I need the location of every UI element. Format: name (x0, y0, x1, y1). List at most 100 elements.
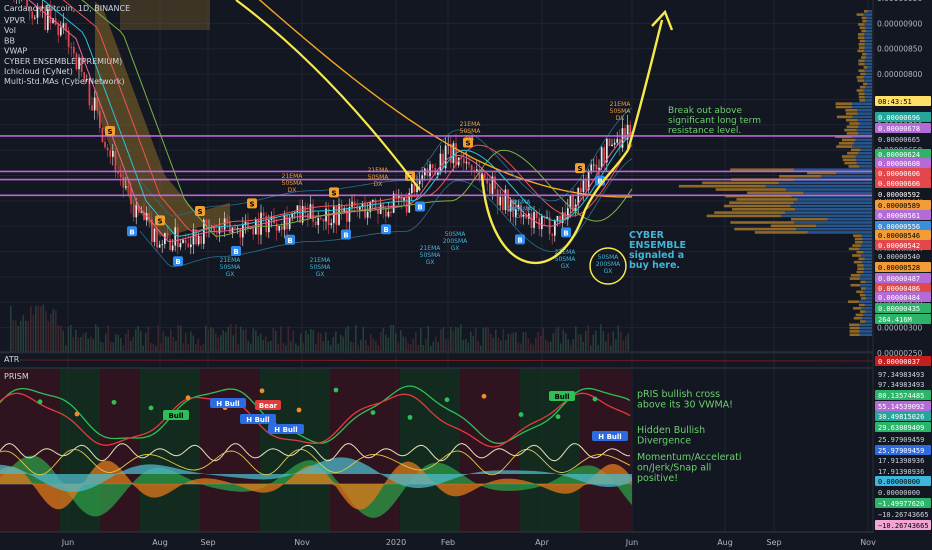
ma-cross-label: 50SMA (420, 252, 442, 259)
vp-bar-orange (754, 231, 808, 234)
price-badge-text: 0.00000546 (878, 232, 920, 240)
prism-badge-text: 30.49815026 (878, 413, 924, 421)
candle-body (340, 204, 343, 213)
volume-bar (32, 315, 35, 352)
ma-cross-label: 50SMA (368, 174, 390, 181)
volume-bar (152, 343, 155, 352)
volume-bar (12, 319, 15, 352)
vp-bar-blue (863, 290, 872, 294)
volume-bar (467, 342, 470, 352)
candle-body (619, 138, 621, 148)
volume-bar (305, 330, 307, 352)
candle-body (106, 147, 109, 151)
candle-body (28, 6, 31, 12)
vp-bar-orange (853, 260, 862, 264)
candle-body (403, 197, 405, 201)
volume-bar (120, 338, 122, 352)
volume-bar (327, 340, 330, 352)
vp-bar-blue (794, 168, 872, 171)
vp-bar-blue (867, 82, 872, 86)
prism-badge (875, 476, 931, 486)
vp-bar-orange (863, 66, 868, 69)
vp-bar-orange (845, 112, 858, 115)
volume-bar (625, 336, 627, 352)
prism-badge-text: 0.00000000 (878, 478, 920, 486)
volume-bar (122, 345, 125, 352)
prism-pane: Bull H Bull Bear H Bull H Bull Bull H Bull (0, 368, 632, 532)
vp-bar-blue (859, 326, 872, 330)
candle-body (192, 229, 195, 245)
candle-body (91, 105, 93, 111)
candle-body (439, 153, 442, 173)
candle-body (411, 184, 413, 194)
prism-dot (481, 393, 487, 399)
prism-tag (255, 400, 281, 410)
candle-body (148, 213, 151, 219)
price-badge-text: 0.00000556 (878, 223, 920, 231)
volume-bar (42, 304, 45, 352)
candle-body (67, 30, 70, 48)
candle-body (327, 208, 330, 226)
date-axis-background (0, 533, 932, 550)
candle-body (338, 204, 340, 225)
volume-bar (397, 342, 400, 352)
prism-badge (875, 466, 931, 476)
candle-body (80, 57, 83, 73)
ma-cross-label: 50SMA (555, 256, 577, 263)
volume-bar (257, 336, 260, 352)
vp-bar-blue (864, 62, 872, 66)
price-badge (875, 283, 931, 293)
prism-tag (549, 391, 575, 401)
date-tick: Apr (535, 538, 550, 547)
vp-bar-orange (857, 33, 865, 36)
vp-bar-blue (858, 151, 872, 155)
candle-body (312, 204, 314, 222)
price-tick: 0.00000800 (877, 70, 923, 79)
volume-bar (62, 330, 65, 352)
vp-bar-orange (860, 297, 866, 300)
volume-bar (180, 325, 182, 352)
vp-bar-orange (730, 221, 795, 224)
vp-bar-blue (858, 132, 872, 135)
price-badge-text: 0.00000592 (878, 191, 920, 199)
volume-bar (172, 336, 175, 352)
volume-bar (20, 320, 22, 352)
volume-bar (15, 320, 17, 352)
volume-bar (232, 335, 235, 352)
candle-body (322, 218, 325, 222)
volume-bar (300, 332, 302, 352)
volume-bar (227, 326, 230, 352)
ma-cross-label: GX (561, 263, 570, 270)
prism-badge (875, 422, 931, 432)
volume-bar (37, 305, 40, 352)
vp-bar-blue (803, 191, 872, 195)
vp-bar-blue (865, 280, 872, 284)
candle-body (561, 212, 564, 223)
volume-bar (472, 335, 475, 352)
candle-body (197, 235, 200, 245)
candle-body (164, 233, 166, 245)
buy-marker-letter: B (563, 229, 568, 237)
volume-bar (27, 320, 30, 352)
volume-bar (165, 335, 167, 352)
vp-bar-orange (730, 168, 795, 171)
price-badge-text: 0.00000484 (878, 294, 920, 302)
volume-bar (295, 343, 297, 352)
breakout-annotation: Break out above (668, 106, 742, 116)
prism-badge (875, 411, 931, 421)
volume-bar (40, 306, 42, 352)
volume-bar (55, 310, 57, 352)
volume-bar (275, 330, 277, 352)
price-badge (875, 200, 931, 210)
candle-body (522, 214, 525, 217)
candle-body (221, 226, 223, 230)
candle-body (343, 208, 346, 213)
volume-bar (427, 326, 430, 352)
vp-bar-orange (862, 19, 867, 23)
candle-body (554, 220, 556, 236)
vp-bar-blue (865, 26, 872, 30)
volume-bar (440, 329, 442, 352)
vp-bar-blue (865, 39, 872, 43)
volume-bar (117, 334, 120, 352)
vp-bar-orange (859, 85, 866, 89)
